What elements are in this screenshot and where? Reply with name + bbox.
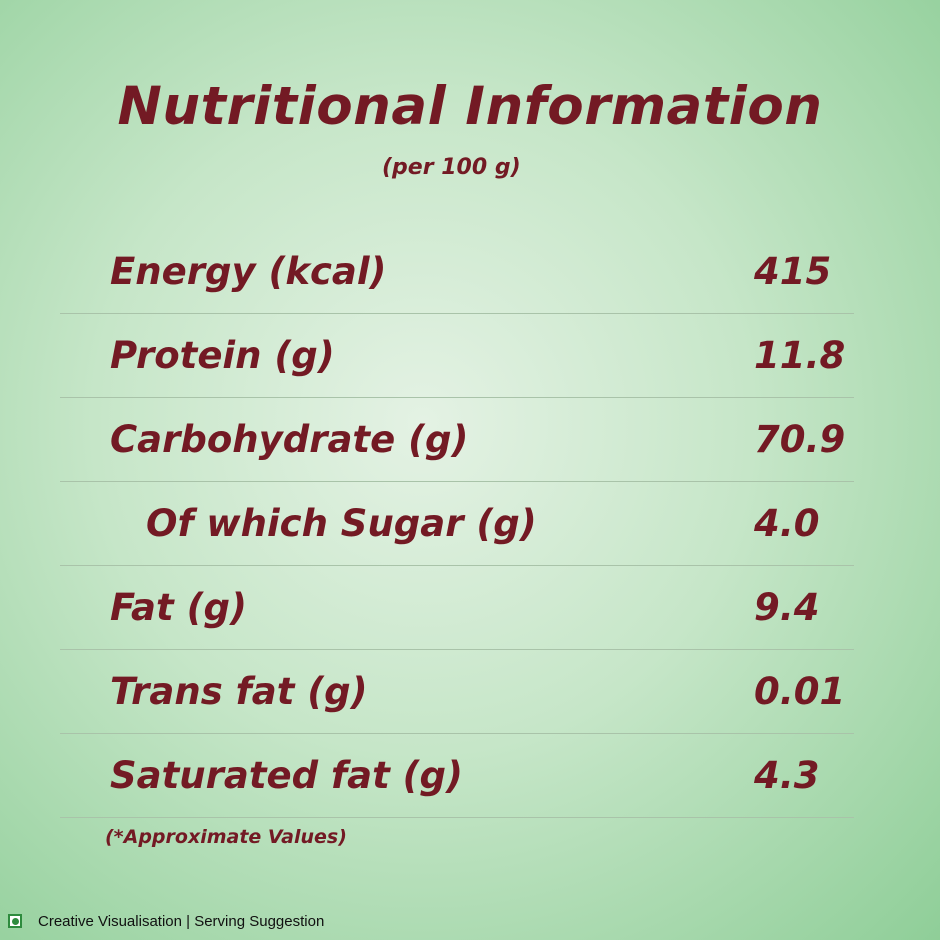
nutrient-value: 11.8 [754, 334, 846, 377]
nutrient-label: Energy (kcal) [110, 250, 387, 293]
nutrition-table: Energy (kcal) 415 Protein (g) 11.8 Carbo… [60, 230, 854, 818]
veg-mark-icon [8, 914, 22, 928]
page-title: Nutritional Information [117, 76, 823, 137]
nutrition-row-trans-fat: Trans fat (g) 0.01 [60, 650, 854, 734]
footer-disclaimer: Creative Visualisation | Serving Suggest… [38, 912, 325, 930]
nutrient-value: 70.9 [754, 418, 846, 461]
nutrient-value: 9.4 [754, 586, 820, 629]
nutrient-value: 0.01 [754, 670, 846, 713]
nutrient-label: Protein (g) [110, 334, 335, 377]
nutrient-value: 4.3 [754, 754, 820, 797]
nutrient-value: 415 [754, 250, 832, 293]
footer: Creative Visualisation | Serving Suggest… [8, 910, 324, 932]
nutrition-row-protein: Protein (g) 11.8 [60, 314, 854, 398]
page-subtitle: (per 100 g) [382, 155, 521, 180]
nutrient-label: Trans fat (g) [110, 670, 368, 713]
nutrition-row-energy: Energy (kcal) 415 [60, 230, 854, 314]
nutrient-label: Of which Sugar (g) [146, 502, 537, 545]
nutrition-row-saturated-fat: Saturated fat (g) 4.3 [60, 734, 854, 818]
nutrient-label: Fat (g) [110, 586, 247, 629]
nutrient-label: Saturated fat (g) [110, 754, 463, 797]
nutrient-label: Carbohydrate (g) [110, 418, 469, 461]
nutrition-row-fat: Fat (g) 9.4 [60, 566, 854, 650]
approximate-values-note: (*Approximate Values) [105, 826, 347, 848]
nutrient-value: 4.0 [754, 502, 820, 545]
nutrition-row-sugar: Of which Sugar (g) 4.0 [60, 482, 854, 566]
veg-mark-dot [11, 917, 19, 925]
nutrition-row-carbohydrate: Carbohydrate (g) 70.9 [60, 398, 854, 482]
